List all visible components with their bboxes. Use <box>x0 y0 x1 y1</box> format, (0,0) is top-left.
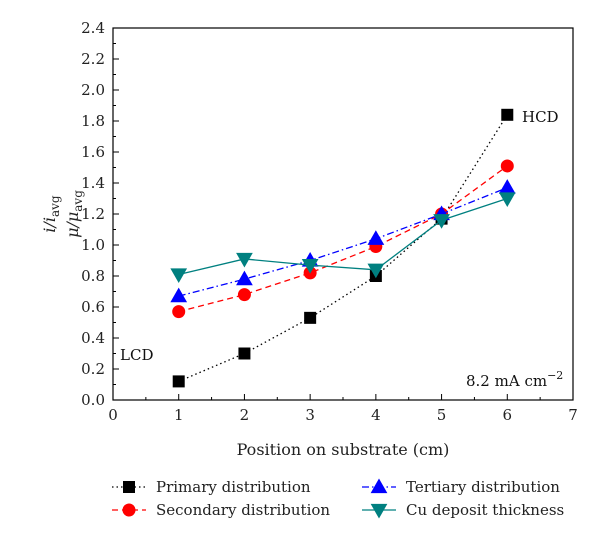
y-axis-title-line1-main: i/i <box>40 217 59 233</box>
y-tick-label: 0.6 <box>81 298 105 316</box>
x-axis-title: Position on substrate (cm) <box>237 440 450 459</box>
y-axis: 0.0 0.2 0.4 0.6 0.8 1.0 1.2 1.4 1.6 1.8 2.0 2.2 2.4 <box>81 19 119 409</box>
y-axis-title-line1-sub: avg <box>48 195 62 217</box>
x-tick-label: 7 <box>568 406 578 424</box>
y-tick-label: 1.0 <box>81 236 105 254</box>
series-2 <box>172 159 514 319</box>
y-tick-label: 0.2 <box>81 360 105 378</box>
y-tick-label: 0.8 <box>81 267 105 285</box>
legend-item: Primary distribution <box>112 478 311 496</box>
x-tick-label: 6 <box>503 406 513 424</box>
data-point <box>301 259 319 274</box>
x-tick-label: 0 <box>108 406 118 424</box>
annotation-lcd: LCD <box>120 346 153 364</box>
y-tick-label: 1.4 <box>81 174 105 192</box>
series-1 <box>172 108 514 388</box>
plot-frame <box>112 27 574 401</box>
x-axis: 0 1 2 3 4 5 6 7 <box>108 394 578 424</box>
y-axis-title-2: μ/μavg <box>63 190 85 238</box>
annotation-current-density-sup: −2 <box>547 369 563 382</box>
data-point <box>433 214 450 229</box>
annotation-hcd: HCD <box>522 108 559 126</box>
y-tick-label: 2.2 <box>81 50 105 68</box>
data-point <box>498 179 516 194</box>
legend-item: Secondary distribution <box>112 501 330 519</box>
data-point <box>367 263 385 279</box>
series-4 <box>170 192 516 283</box>
data-point <box>170 287 188 303</box>
y-tick-label: 2.0 <box>81 81 105 99</box>
legend-label: Cu deposit thickness <box>406 501 564 519</box>
y-tick-label: 1.8 <box>81 112 105 130</box>
legend-label: Primary distribution <box>156 478 311 496</box>
legend-marker <box>370 478 388 494</box>
legend-item: Tertiary distribution <box>362 478 560 496</box>
y-axis-title-line2-main: μ/μ <box>63 212 82 238</box>
data-point <box>238 347 251 360</box>
series-line <box>178 114 508 382</box>
data-point <box>172 305 186 319</box>
data-point <box>367 230 385 245</box>
series-3 <box>170 179 516 303</box>
series-layer <box>170 108 516 388</box>
legend-item: Cu deposit thickness <box>362 501 564 519</box>
data-point <box>498 192 516 208</box>
y-tick-label: 2.4 <box>81 19 105 37</box>
x-tick-label: 3 <box>305 406 315 424</box>
y-tick-label: 1.6 <box>81 143 105 161</box>
data-point <box>237 288 251 302</box>
data-point <box>170 268 188 283</box>
data-point <box>236 270 253 286</box>
x-tick-label: 5 <box>437 406 447 424</box>
y-axis-title: i/iavg <box>40 195 62 233</box>
legend-label: Secondary distribution <box>156 501 330 519</box>
y-tick-label: 0.4 <box>81 329 105 347</box>
data-point <box>500 159 514 173</box>
legend: Primary distribution Secondary distributi… <box>112 478 564 519</box>
svg-text:μ/μavg: μ/μavg <box>63 190 85 238</box>
series-line <box>178 187 508 297</box>
y-axis-title-line2-sub: avg <box>71 190 85 212</box>
legend-marker <box>123 481 135 493</box>
data-point <box>172 375 185 388</box>
y-tick-label: 1.2 <box>81 205 105 223</box>
series-line <box>178 165 508 313</box>
annotation-current-density-main: 8.2 mA cm <box>466 372 547 390</box>
legend-marker <box>370 503 388 519</box>
annotation-current-density: 8.2 mA cm−2 <box>466 369 563 390</box>
series-line <box>178 197 508 276</box>
svg-text:i/iavg: i/iavg <box>40 195 62 233</box>
legend-label: Tertiary distribution <box>406 478 560 496</box>
data-point <box>501 108 514 121</box>
data-point <box>236 252 253 268</box>
x-tick-label: 4 <box>371 406 381 424</box>
legend-marker <box>122 503 136 517</box>
data-point <box>304 311 317 324</box>
x-tick-label: 1 <box>174 406 184 424</box>
y-tick-label: 0.0 <box>81 391 105 409</box>
x-tick-label: 2 <box>240 406 250 424</box>
